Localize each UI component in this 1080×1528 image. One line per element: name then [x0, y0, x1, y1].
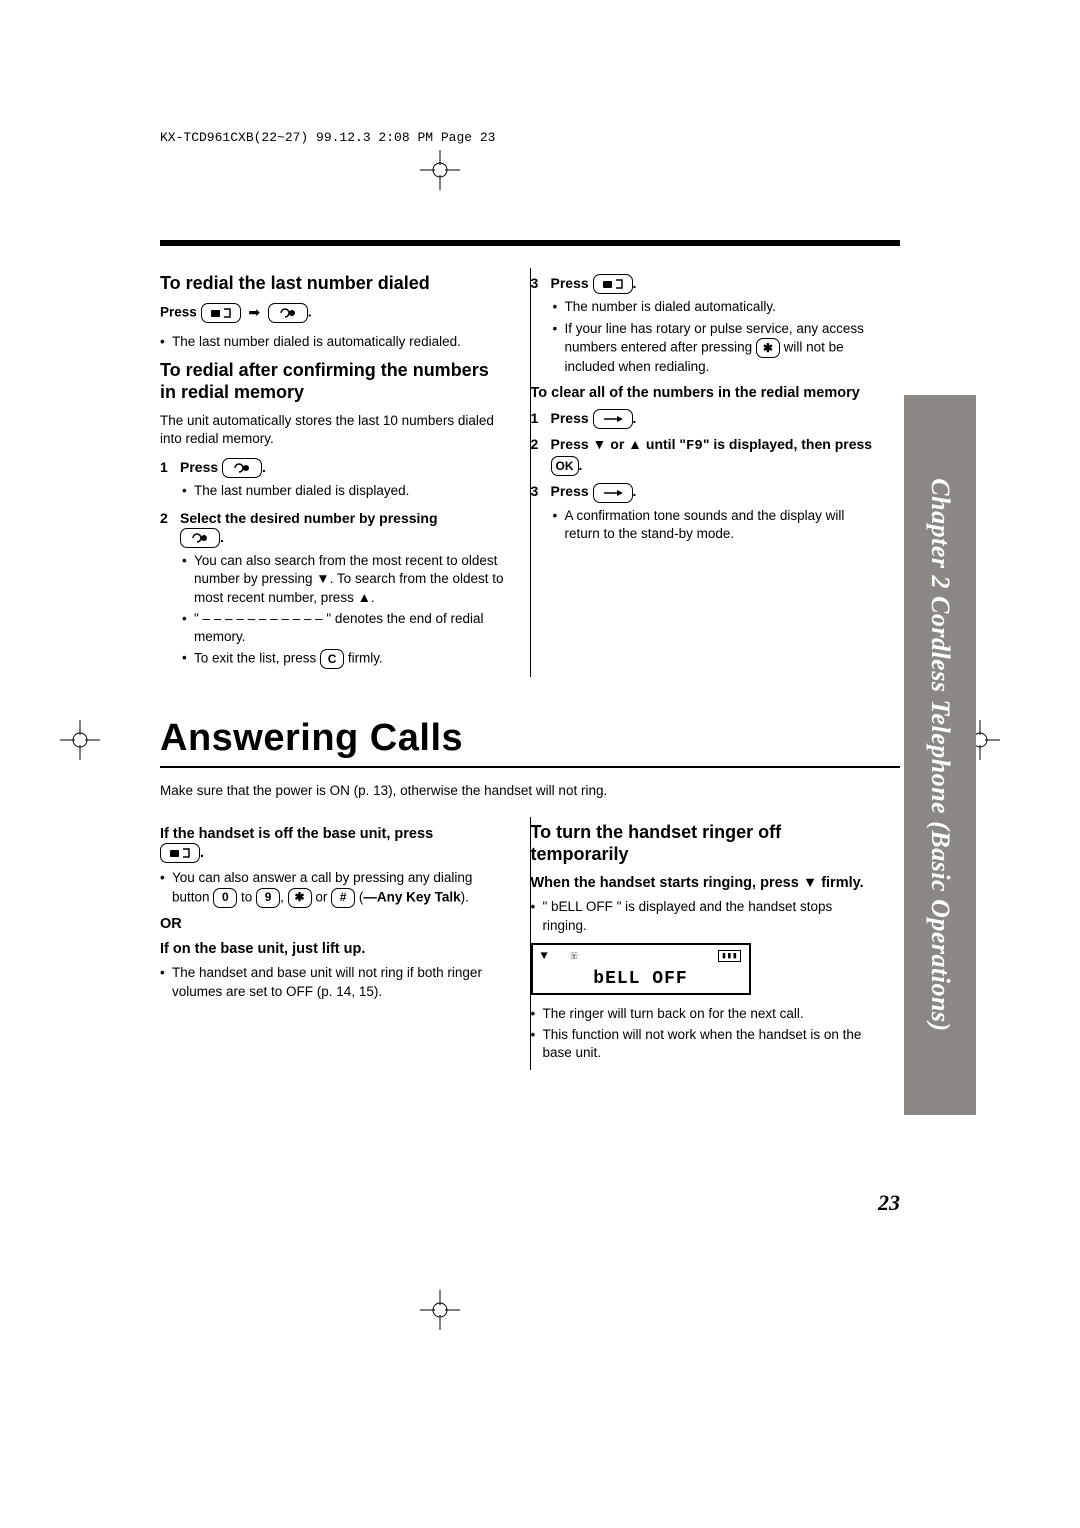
- sub-off-base: If the handset is off the base unit, pre…: [160, 825, 510, 864]
- step-head: Press .: [551, 410, 637, 426]
- redial-key-icon: [180, 528, 220, 548]
- press-label: Press: [160, 304, 197, 319]
- answering-intro: Make sure that the power is ON (p. 13), …: [160, 782, 900, 800]
- cropmark-left: [60, 720, 100, 760]
- top-rule: [160, 240, 900, 246]
- battery-icon: ▮▮▮: [718, 950, 740, 962]
- redial-last-bullets: The last number dialed is automatically …: [160, 333, 510, 351]
- list-item: You can also answer a call by pressing a…: [160, 869, 510, 907]
- step-head: Press ▼ or ▲ until "F9" is displayed, th…: [551, 436, 873, 473]
- sub-ringer-press: When the handset starts ringing, press ▼…: [531, 874, 881, 893]
- star-key-icon: ✱: [288, 888, 312, 908]
- heading-answering: Answering Calls: [160, 717, 900, 760]
- step-1: Press . The last number dialed is displa…: [160, 458, 510, 501]
- sub-on-base: If on the base unit, just lift up.: [160, 940, 510, 959]
- handset-icon: ☏: [571, 948, 578, 963]
- talk-key-icon: [160, 843, 200, 863]
- cropmark-bottom: [420, 1290, 460, 1330]
- answering-section: Answering Calls Make sure that the power…: [160, 717, 900, 1070]
- redial-col-left: To redial the last number dialed Press ➡…: [160, 268, 530, 677]
- step-text: Select the desired number by pressing: [180, 510, 438, 526]
- talk-key-icon: [201, 303, 241, 323]
- antenna-icon: ▼: [541, 949, 548, 963]
- c-key-icon: C: [320, 649, 344, 669]
- step-2: Select the desired number by pressing . …: [160, 509, 510, 670]
- sub-text: If the handset is off the base unit, pre…: [160, 826, 433, 842]
- print-header: KX-TCD961CXB(22~27) 99.12.3 2:08 PM Page…: [160, 130, 495, 145]
- heading-clear-redial: To clear all of the numbers in the redia…: [531, 384, 881, 403]
- menu-key-icon: [593, 483, 633, 503]
- zero-key-icon: 0: [213, 888, 237, 908]
- redial-key-icon: [268, 303, 308, 323]
- redial-steps-left: Press . The last number dialed is displa…: [160, 458, 510, 669]
- list-item: " – – – – – – – – – – – " denotes the en…: [182, 610, 510, 646]
- list-item: This function will not work when the han…: [531, 1026, 881, 1062]
- talk-key-icon: [593, 274, 633, 294]
- menu-key-icon: [593, 409, 633, 429]
- step-3: Press . The number is dialed automatical…: [531, 274, 881, 376]
- hash-key-icon: #: [331, 888, 355, 908]
- step-text: Press: [551, 275, 593, 291]
- lcd-text: bELL OFF: [533, 969, 749, 989]
- page-number: 23: [878, 1190, 900, 1216]
- list-item: The number is dialed automatically.: [553, 298, 881, 316]
- redial-columns: To redial the last number dialed Press ➡…: [160, 268, 900, 677]
- heading-redial-confirm: To redial after confirming the numbers i…: [160, 359, 510, 404]
- list-item: If your line has rotary or pulse service…: [553, 320, 881, 376]
- step-text: Press: [551, 410, 593, 426]
- redial-key-icon: [222, 458, 262, 478]
- list-item: The last number dialed is displayed.: [182, 482, 510, 500]
- list-item: The handset and base unit will not ring …: [160, 964, 510, 1000]
- list-item: You can also search from the most recent…: [182, 552, 510, 607]
- step-3-head: Press .: [551, 275, 637, 291]
- clear-step-1: Press .: [531, 409, 881, 429]
- cropmark-top: [420, 150, 460, 190]
- answering-col-left: If the handset is off the base unit, pre…: [160, 817, 530, 1071]
- step-head: Press .: [551, 483, 637, 499]
- list-item: The last number dialed is automatically …: [160, 333, 510, 351]
- page-content: To redial the last number dialed Press ➡…: [160, 268, 900, 1070]
- clear-step-2: Press ▼ or ▲ until "F9" is displayed, th…: [531, 435, 881, 476]
- chapter-tab: Chapter 2 Cordless Telephone (Basic Oper…: [904, 395, 976, 1115]
- heading-ringer-off: To turn the handset ringer off temporari…: [531, 821, 881, 866]
- ok-key-icon: OK: [551, 456, 579, 476]
- list-item: The ringer will turn back on for the nex…: [531, 1005, 881, 1023]
- arrow-icon: ➡: [244, 304, 264, 320]
- redial-confirm-intro: The unit automatically stores the last 1…: [160, 412, 510, 448]
- nine-key-icon: 9: [256, 888, 280, 908]
- list-item: A confirmation tone sounds and the displ…: [553, 507, 881, 543]
- heading-redial-last: To redial the last number dialed: [160, 272, 510, 295]
- step-1-head: Press .: [180, 459, 266, 475]
- redial-steps-right: Press . The number is dialed automatical…: [531, 274, 881, 376]
- or-label: OR: [160, 916, 510, 932]
- list-item: To exit the list, press C firmly.: [182, 649, 510, 669]
- answering-col-right: To turn the handset ringer off temporari…: [531, 817, 901, 1071]
- step-text: Press: [180, 459, 222, 475]
- redial-col-right: Press . The number is dialed automatical…: [531, 268, 901, 677]
- step-text: Press: [551, 483, 593, 499]
- lcd-display: ▼ ☏ ▮▮▮ bELL OFF: [531, 943, 751, 995]
- clear-steps: Press . Press ▼ or ▲ until "F9" is displ…: [531, 409, 881, 543]
- list-item: " bELL OFF " is displayed and the handse…: [531, 898, 881, 934]
- clear-step-3: Press . A confirmation tone sounds and t…: [531, 482, 881, 543]
- step-2-head: Select the desired number by pressing .: [180, 510, 438, 545]
- star-key-icon: ✱: [756, 338, 780, 358]
- chapter-tab-text: Chapter 2 Cordless Telephone (Basic Oper…: [925, 478, 955, 1031]
- heading-rule: [160, 766, 900, 768]
- answering-columns: If the handset is off the base unit, pre…: [160, 817, 900, 1071]
- press-line-1: Press ➡ .: [160, 303, 510, 323]
